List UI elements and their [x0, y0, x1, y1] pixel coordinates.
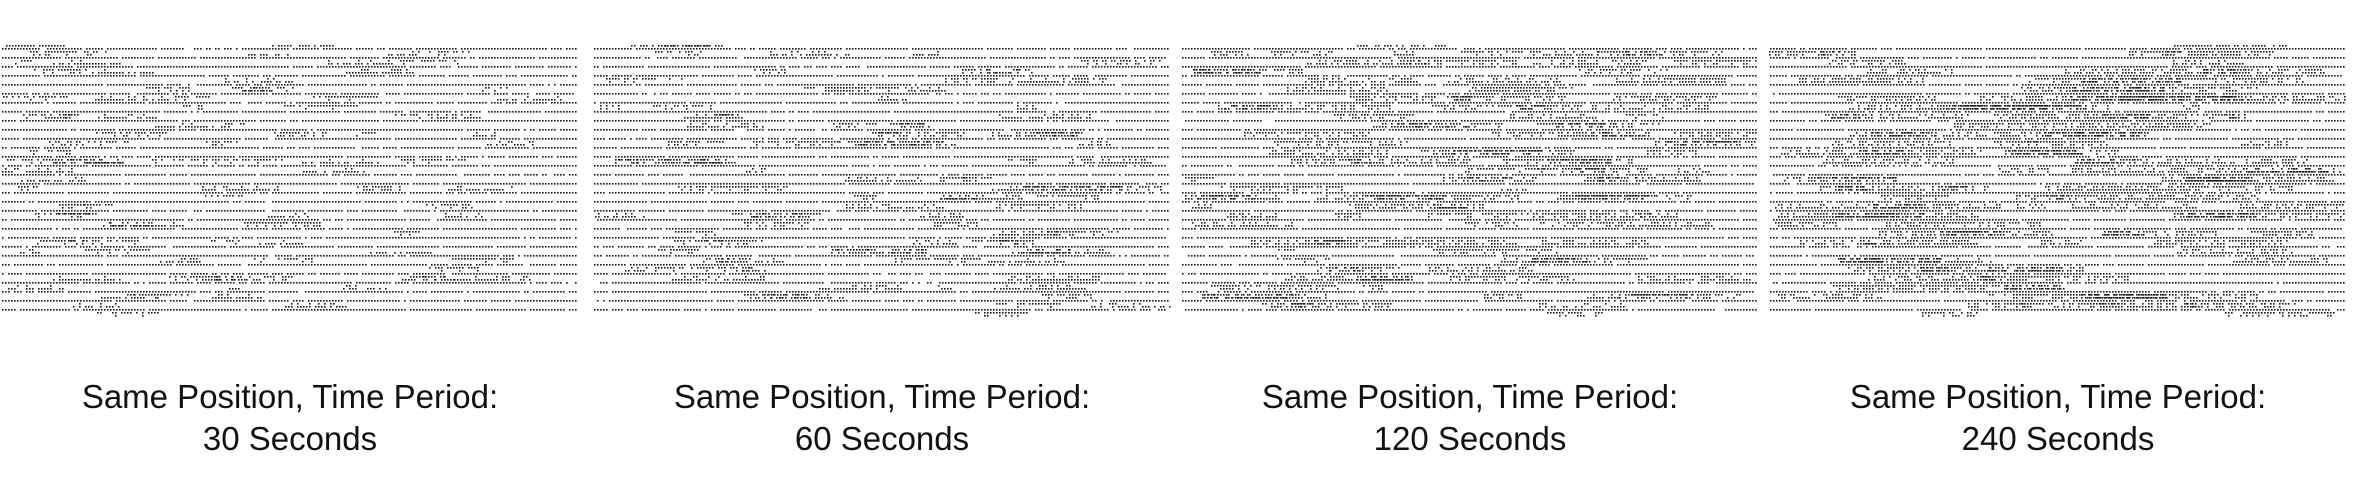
caption-title: Same Position, Time Period:	[81, 378, 499, 415]
dot-marks	[1182, 45, 1757, 317]
dot-pattern-svg	[594, 45, 1171, 317]
dot-marks	[1769, 45, 2346, 317]
panel-caption: Same Position, Time Period: 120 Seconds	[1180, 376, 1760, 460]
panel-caption: Same Position, Time Period: 30 Seconds	[0, 376, 580, 460]
panel-caption: Same Position, Time Period: 60 Seconds	[592, 376, 1172, 460]
dot-marks	[2, 45, 577, 317]
caption-period: 120 Seconds	[1373, 420, 1567, 457]
dot-pattern-svg	[1182, 45, 1757, 317]
dot-marks	[594, 45, 1171, 317]
caption-title: Same Position, Time Period:	[673, 378, 1091, 415]
panel-120s: Same Position, Time Period: 120 Seconds	[1180, 0, 1760, 501]
dot-pattern	[0, 44, 580, 320]
panel-30s: Same Position, Time Period: 30 Seconds	[0, 0, 580, 501]
dot-pattern-svg	[1769, 45, 2346, 317]
caption-period: 60 Seconds	[794, 420, 970, 457]
caption-period: 240 Seconds	[1961, 420, 2155, 457]
dot-pattern	[592, 44, 1172, 320]
panel-240s: Same Position, Time Period: 240 Seconds	[1768, 0, 2348, 501]
caption-title: Same Position, Time Period:	[1261, 378, 1679, 415]
dot-pattern-svg	[2, 45, 577, 317]
dot-pattern	[1180, 44, 1760, 320]
panel-caption: Same Position, Time Period: 240 Seconds	[1768, 376, 2348, 460]
caption-period: 30 Seconds	[202, 420, 378, 457]
caption-title: Same Position, Time Period:	[1849, 378, 2267, 415]
panel-60s: Same Position, Time Period: 60 Seconds	[592, 0, 1172, 501]
dot-pattern	[1768, 44, 2348, 320]
